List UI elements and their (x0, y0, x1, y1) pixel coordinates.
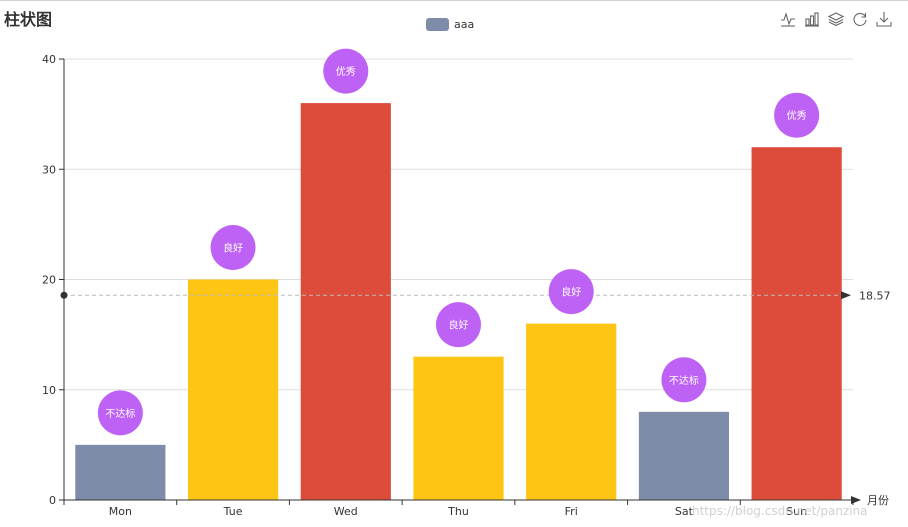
x-tick-label: Sat (675, 505, 694, 518)
bar-chart-icon[interactable] (802, 9, 822, 29)
mark-point-label: 良好 (223, 242, 243, 255)
x-tick-label: Mon (109, 505, 132, 518)
mark-point-label: 良好 (449, 319, 469, 332)
stack-icon[interactable] (826, 9, 846, 29)
mark-point-bubble[interactable] (436, 302, 481, 348)
legend-label: aaa (454, 17, 475, 31)
bar-tue[interactable] (187, 279, 279, 501)
chart-title: 柱状图 (4, 10, 53, 29)
y-tick-label: 30 (42, 163, 56, 176)
mark-point-label: 良好 (561, 286, 581, 299)
x-axis-label: 月份 (867, 494, 889, 507)
y-tick-label: 10 (42, 384, 56, 397)
mark-point-bubble[interactable] (97, 390, 143, 436)
mark-point-label: 优秀 (787, 109, 807, 122)
x-tick-label: Thu (447, 505, 469, 518)
x-tick-label: Wed (334, 505, 358, 518)
y-tick-label: 40 (42, 53, 56, 66)
average-line-label: 18.57 (859, 289, 891, 302)
x-tick-label: Sun (786, 505, 807, 518)
refresh-icon[interactable] (850, 9, 870, 29)
watermark: https://blog.csdn.net/panzina (692, 504, 868, 518)
legend-item-aaa[interactable]: aaa (426, 17, 474, 31)
y-tick-label: 20 (42, 274, 56, 287)
bar-wed[interactable] (300, 103, 391, 500)
toolbox (778, 9, 894, 29)
average-line-start (60, 291, 68, 299)
mark-point-label: 不达标 (669, 375, 699, 387)
mark-point-label: 优秀 (336, 65, 356, 78)
mark-point-label: 不达标 (105, 408, 135, 420)
legend-swatch (426, 17, 449, 31)
download-icon[interactable] (874, 9, 894, 29)
bar-mon[interactable] (75, 444, 166, 500)
y-tick-label: 0 (49, 494, 56, 507)
x-tick-label: Tue (223, 505, 243, 518)
x-tick-label: Fri (565, 505, 578, 518)
line-chart-icon[interactable] (778, 9, 798, 29)
bar-sat[interactable] (638, 411, 730, 500)
bar-thu[interactable] (413, 356, 504, 500)
bar-sun[interactable] (751, 147, 842, 500)
mark-point-bubble[interactable] (774, 92, 820, 138)
mark-point-bubble[interactable] (323, 48, 369, 94)
average-line-arrow (841, 291, 851, 300)
bar-fri[interactable] (526, 323, 617, 500)
mark-point-bubble[interactable] (548, 269, 594, 315)
mark-point-bubble[interactable] (661, 357, 707, 403)
mark-point-bubble[interactable] (210, 225, 256, 270)
